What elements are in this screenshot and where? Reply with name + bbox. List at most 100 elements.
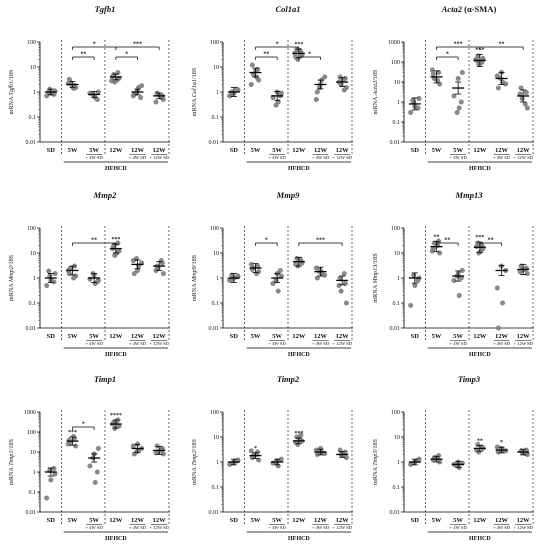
x-category-label: SD [47,517,56,524]
x-category-note: + 4W SD [129,155,147,160]
y-axis-label-part: Mmp9 [191,266,198,283]
y-tick-label: 1 [33,470,36,476]
y-tick-label: 0.1 [29,115,37,121]
x-category-note: + 4W SD [86,155,104,160]
data-point [48,477,54,483]
data-point [456,105,462,111]
group-label: HFHCD [288,166,310,172]
data-point [46,268,52,274]
x-category-label: SD [47,147,56,154]
x-category-note: + 12W SD [332,525,352,530]
y-tick-label: 10 [394,251,400,257]
x-category-note: + 4W SD [493,525,511,530]
y-tick-label: 0.1 [393,301,401,307]
x-category-note: + 12W SD [332,155,352,160]
x-category-label: 5W [453,517,463,524]
y-axis-label: mRNA Col1a1/18S [191,67,198,116]
y-axis-label-part: /18S [191,438,198,450]
x-category-label: SD [230,147,239,154]
data-point [454,110,460,115]
group-label: HFHCD [105,536,127,542]
data-point [313,97,319,102]
group-label: HFHCD [288,536,310,542]
x-category-note: + 12W SD [149,525,169,530]
data-point [524,271,530,277]
x-category-note: + 4W SD [312,525,330,530]
comparison-label: *** [454,42,463,48]
data-point [248,448,254,454]
x-category-label: 12W [336,517,350,524]
x-category-label: 12W [109,517,123,524]
data-point [51,279,57,285]
data-point [114,418,120,424]
y-axis-label-part: Timp1 [8,450,15,465]
data-point [473,57,479,63]
y-tick-label: 0.1 [212,485,220,491]
y-axis-label-part: Timp3 [372,450,379,465]
x-category-label: 12W [314,147,328,154]
y-tick-label: 1 [397,276,400,282]
y-tick-label: 0.01 [209,510,220,516]
y-axis-label-part: /18S [8,69,15,81]
x-category-note: + 4W SD [86,525,104,530]
data-point [416,96,422,101]
significance-label: **** [110,413,122,419]
group-label: HFHCD [469,536,491,542]
y-axis-label: mRNA Timp1/18S [8,438,15,484]
x-category-label: 12W [292,147,306,154]
data-point [256,457,262,463]
y-axis-label-part: mRNA [8,466,15,485]
x-category-note: + 4W SD [450,525,468,530]
y-tick-label: 100 [391,226,400,232]
y-tick-label: 100 [210,40,219,46]
x-category-label: 12W [314,517,328,524]
significance-label: ** [477,439,483,445]
x-category-label: 5W [432,333,442,340]
x-category-label: 5W [68,147,78,154]
data-point [524,105,530,111]
y-tick-label: 0.1 [393,120,401,126]
data-point [94,469,100,475]
data-point [314,275,320,281]
y-tick-label: 1 [216,90,219,96]
data-point [139,83,145,89]
data-point [435,77,440,83]
comparison-label: * [125,52,128,58]
y-tick-label: 10 [213,251,219,257]
y-tick-label: 1 [397,460,400,466]
data-point [277,268,283,273]
significance-label: *** [294,42,303,48]
y-axis-label-part: Tgfb1 [8,81,15,95]
comparison-label: ** [80,52,86,58]
x-category-note: + 4W SD [450,341,468,346]
x-category-note: + 12W SD [513,341,533,346]
y-tick-label: 0.01 [390,510,401,516]
y-axis-label-part: /18S [372,69,379,81]
comparison-label: * [276,42,279,48]
x-category-label: 12W [153,333,167,340]
data-point [430,71,436,77]
x-category-label: 12W [153,147,167,154]
significance-label: * [254,446,257,452]
panel-title: Mmp13 [455,190,484,200]
comparison-label: * [308,52,311,58]
x-category-label: 12W [517,517,531,524]
x-category-label: 12W [473,333,487,340]
x-category-label: 12W [109,147,123,154]
x-category-label: 12W [473,147,487,154]
data-point [44,495,50,501]
x-category-label: 5W [251,517,261,524]
comparison-label: * [446,52,449,58]
y-axis-label-part: /18S [372,438,379,450]
x-category-note: + 12W SD [149,341,169,346]
y-tick-label: 1 [216,460,219,466]
data-point [435,455,440,461]
data-point [500,300,505,306]
significance-label: *** [475,47,484,53]
panel-title: Col1a1 [275,4,300,14]
x-category-note: + 4W SD [493,155,511,160]
y-axis-label-part: Mmp13 [372,265,379,285]
data-point [131,271,137,277]
